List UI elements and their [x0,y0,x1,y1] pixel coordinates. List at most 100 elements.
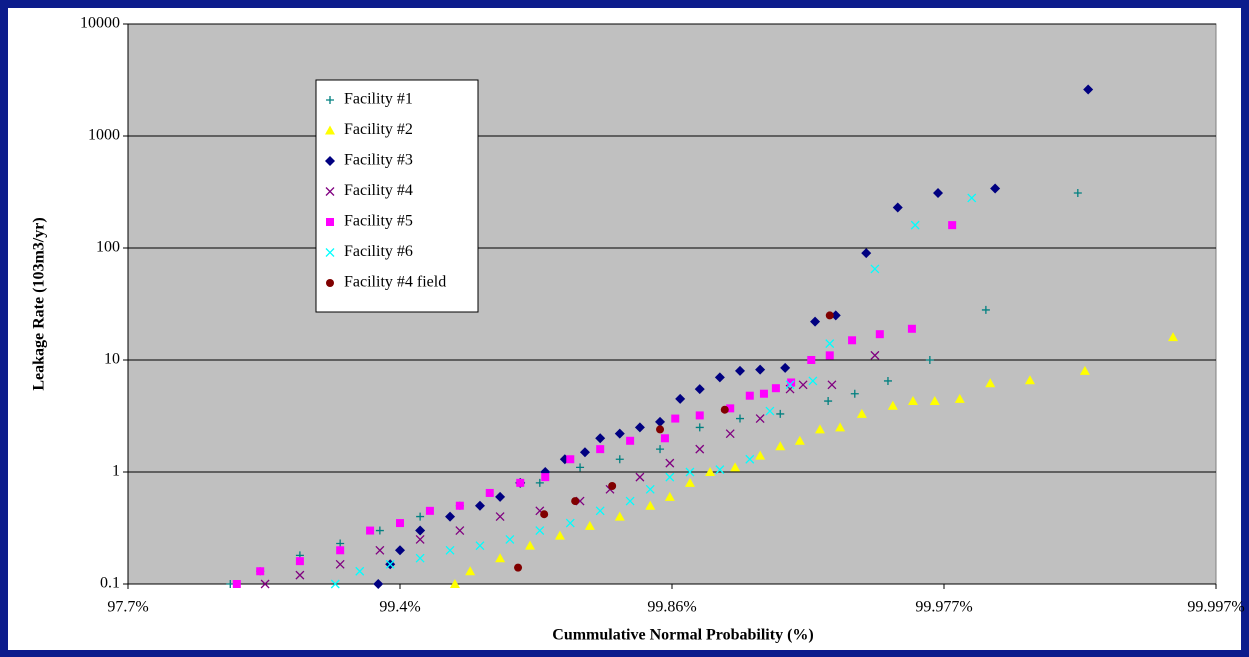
point [948,221,957,230]
point [495,491,506,502]
point [1083,84,1094,95]
point [614,511,625,521]
point [375,526,384,535]
legend-label: Facility #2 [344,121,413,138]
legend-label: Facility #5 [344,213,413,230]
point [794,435,805,445]
point [660,434,669,443]
legend-label: Facility #3 [344,152,413,169]
point [755,414,765,424]
point [516,478,525,487]
point [787,378,796,387]
point [445,511,456,522]
point [375,545,385,555]
point [870,350,880,360]
point [535,478,544,487]
point [474,500,485,511]
x-tick-label: 97.7% [107,599,148,616]
point [814,424,825,434]
point [925,356,934,364]
point [954,393,965,403]
point [850,389,859,398]
y-tick-label: 10000 [80,15,120,32]
legend-marker [326,279,334,287]
point [525,540,536,550]
point [695,423,704,432]
point [336,546,345,555]
y-axis-label: Leakage Rate (103m3/yr) [31,217,48,390]
point [1168,332,1179,342]
plot-area [127,23,1217,585]
point [929,396,940,406]
point [576,463,585,472]
point [765,406,775,416]
y-tick-label: 1 [112,463,120,480]
point [798,380,808,390]
x-tick-label: 99.4% [379,599,420,616]
point [755,364,766,375]
point [475,541,485,551]
point [295,570,305,580]
point [807,356,816,364]
point [232,580,241,588]
point [540,510,549,519]
point [665,458,675,468]
point [656,425,665,434]
point [579,447,590,458]
legend-marker [326,218,334,226]
legend-label: Facility #4 field [344,274,446,291]
legend-label: Facility #1 [344,91,413,108]
point [694,384,705,395]
point [373,579,384,589]
point [887,400,898,410]
point [875,330,884,339]
x-axis-label: Cummulative Normal Probability (%) [552,627,813,644]
point [861,248,872,259]
point [571,497,580,506]
point [907,324,916,333]
point [505,534,515,544]
point [566,455,575,464]
x-tick-label: 99.86% [647,599,696,616]
series [514,311,834,572]
legend-box [315,79,479,313]
x-tick-label: 99.997% [1187,599,1244,616]
point [730,462,741,472]
point [856,408,867,418]
point [736,414,744,423]
point [771,384,780,393]
point [907,396,918,406]
point [665,472,675,482]
point [625,496,635,506]
y-tick-label: 1000 [88,127,120,144]
point [595,506,605,516]
point [495,553,506,563]
point [726,404,735,413]
point [634,422,645,433]
point [615,455,624,464]
point [541,473,550,482]
point [848,336,857,345]
point [933,187,944,198]
point [755,450,766,460]
point [675,393,686,404]
legend-marker [325,156,335,166]
point [684,477,695,487]
point [775,441,786,451]
point [655,416,666,427]
point [870,264,880,274]
point [366,526,375,535]
point [1024,375,1035,385]
point [330,579,340,589]
point [455,526,465,536]
point [745,454,755,464]
point [714,372,725,383]
point [780,362,791,373]
point [535,526,545,536]
point [825,351,834,360]
point [425,506,434,515]
point [967,193,977,203]
point [910,220,920,230]
